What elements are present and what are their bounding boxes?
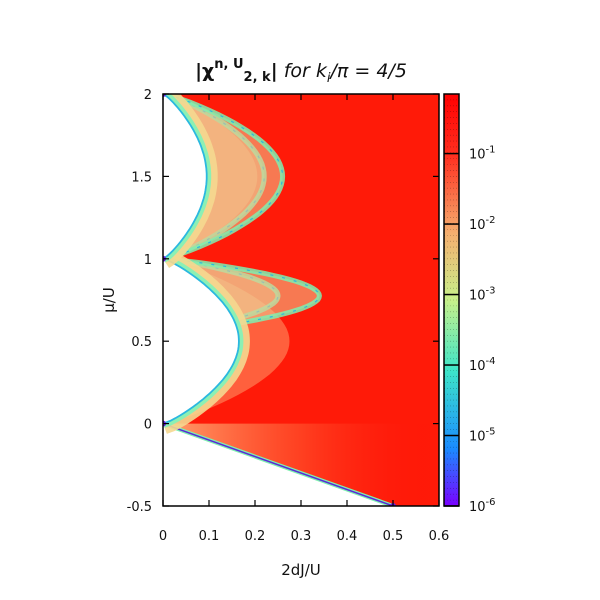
secondary-arc-line-3 (163, 256, 322, 336)
chart-title: |χn, U2, k| for ki/π = 4/5 (195, 57, 407, 86)
y-tick-label: -0.5 (127, 500, 152, 515)
y-axis-label: μ/U (100, 287, 118, 313)
lower-region-fade (163, 423, 439, 506)
y-axis-ticks: -0.5 0 0.5 1 1.5 2 (127, 88, 439, 515)
x-tick-label: 0.1 (199, 529, 220, 544)
colorbar-tick-label: 10-4 (469, 356, 496, 374)
x-tick-label: 0.5 (383, 529, 404, 544)
colorbar-tick-label: 10-2 (469, 215, 496, 233)
x-tick-label: 0.4 (337, 529, 358, 544)
y-tick-label: 2 (144, 88, 152, 103)
x-axis-label: 2dJ/U (281, 561, 321, 579)
colorbar-gradient (444, 94, 459, 506)
y-tick-label: 1 (144, 253, 152, 268)
colorbar-tick-label: 10-6 (469, 497, 496, 515)
x-tick-label: 0.2 (245, 529, 266, 544)
colorbar-ticks: 10-1 10-2 10-3 10-4 10-5 10-6 (444, 145, 496, 515)
x-tick-label: 0 (159, 529, 167, 544)
x-tick-label: 0.3 (291, 529, 312, 544)
colorbar-tick-label: 10-5 (469, 427, 496, 445)
secondary-arc-edge-1 (163, 94, 284, 260)
colorbar-bands (444, 99, 459, 501)
colorbar-tick-label: 10-3 (469, 286, 496, 304)
y-tick-label: 0 (144, 418, 152, 433)
lower-boundary-line (163, 422, 394, 506)
y-tick-label: 0.5 (131, 335, 152, 350)
mott-lobe-edge-2 (163, 94, 208, 260)
colorbar: 10-1 10-2 10-3 10-4 10-5 10-6 (443, 93, 496, 515)
y-tick-label: 1.5 (131, 170, 152, 185)
colorbar-tick-label: 10-1 (469, 145, 496, 163)
x-tick-label: 0.6 (429, 529, 450, 544)
heatmap-layer (163, 94, 439, 506)
mott-lobe-edge-1 (163, 257, 240, 425)
x-axis-ticks: 0 0.1 0.2 0.3 0.4 0.5 0.6 (159, 94, 449, 544)
plot-area: 0 0.1 0.2 0.3 0.4 0.5 0.6 -0.5 0 0.5 1 1.5 2 (127, 88, 450, 544)
